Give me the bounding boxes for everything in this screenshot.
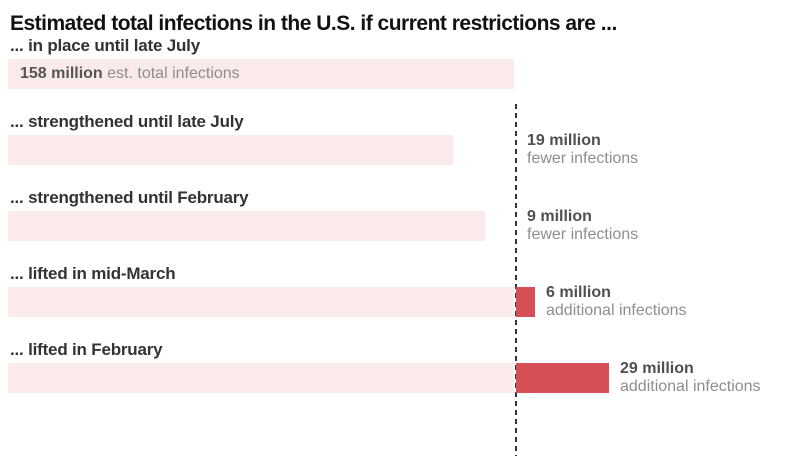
- scenario-row: ... in place until late July 158 million…: [0, 36, 786, 89]
- scenario-row: ... lifted in mid-March 6 million additi…: [0, 264, 786, 320]
- delta-value: 6 million: [546, 284, 611, 301]
- scenario-label: ... lifted in February: [10, 340, 163, 359]
- delta-value: 29 million: [620, 360, 694, 377]
- bar-track: 29 million additional infections: [8, 360, 786, 396]
- bar-track: 6 million additional infections: [8, 284, 786, 320]
- total-infections-bar: [8, 135, 453, 165]
- delta-annotation: 19 million fewer infections: [527, 132, 638, 168]
- delta-description: fewer infections: [527, 150, 639, 167]
- delta-description: fewer infections: [527, 226, 639, 243]
- delta-value: 19 million: [527, 132, 601, 149]
- total-infections-bar: [8, 287, 514, 317]
- scenario-label: ... strengthened until February: [10, 188, 249, 207]
- scenario-label: ... in place until late July: [10, 36, 200, 55]
- scenario-row: ... strengthened until February 9 millio…: [0, 188, 786, 244]
- bar-track: 9 million fewer infections: [8, 208, 786, 244]
- additional-infections-bar: [516, 363, 609, 393]
- chart-title: Estimated total infections in the U.S. i…: [10, 12, 617, 35]
- scenario-row: ... lifted in February 29 million additi…: [0, 340, 786, 396]
- delta-description: additional infections: [546, 302, 687, 319]
- bar-value-label: 158 million est. total infections: [20, 59, 240, 89]
- total-infections-bar: [8, 211, 485, 241]
- delta-annotation: 6 million additional infections: [546, 284, 687, 320]
- total-infections-bar: [8, 363, 514, 393]
- bar-track: 158 million est. total infections: [8, 59, 786, 89]
- scenario-label: ... strengthened until late July: [10, 112, 244, 131]
- total-infections-bar: 158 million est. total infections: [8, 59, 514, 89]
- delta-description: additional infections: [620, 378, 761, 395]
- scenario-label: ... lifted in mid-March: [10, 264, 176, 283]
- bar-chart: ... in place until late July 158 million…: [0, 36, 786, 456]
- delta-value: 9 million: [527, 208, 592, 225]
- bar-value-number: 158 million: [20, 65, 103, 82]
- bar-track: 19 million fewer infections: [8, 132, 786, 168]
- delta-annotation: 9 million fewer infections: [527, 208, 638, 244]
- baseline-dashed-line: [515, 104, 517, 456]
- scenario-row: ... strengthened until late July 19 mill…: [0, 112, 786, 168]
- additional-infections-bar: [516, 287, 535, 317]
- delta-annotation: 29 million additional infections: [620, 360, 761, 396]
- bar-value-units: est. total infections: [107, 65, 240, 82]
